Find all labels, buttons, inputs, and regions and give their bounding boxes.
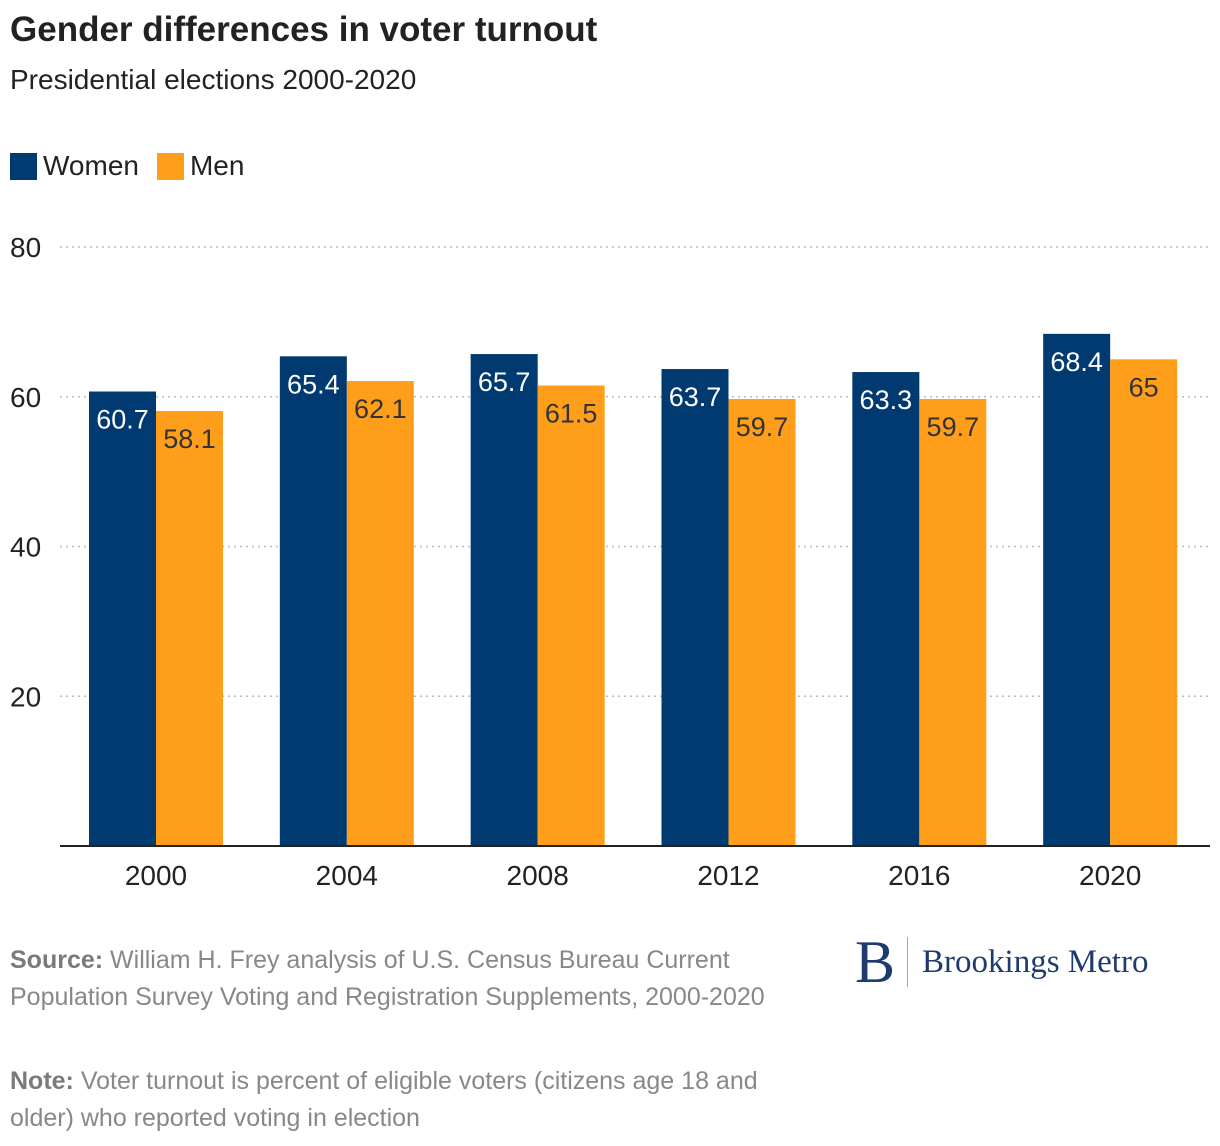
legend-item-men: Men bbox=[156, 150, 245, 182]
source-label: Source: bbox=[10, 946, 104, 974]
data-label-women-2008: 65.7 bbox=[478, 367, 531, 397]
bar-men-2008 bbox=[537, 385, 605, 846]
x-tick-label-2020: 2020 bbox=[1079, 860, 1141, 891]
logo-mark: B bbox=[855, 929, 896, 995]
bar-men-2016 bbox=[919, 398, 987, 846]
x-tick-label-2004: 2004 bbox=[316, 860, 378, 891]
source-note: Source: William H. Frey analysis of U.S.… bbox=[10, 942, 810, 1016]
y-tick-label: 20 bbox=[10, 681, 41, 712]
legend-item-women: Women bbox=[10, 150, 139, 182]
data-label-men-2012: 59.7 bbox=[736, 412, 789, 442]
bar-women-2008 bbox=[470, 354, 538, 846]
bar-men-2004 bbox=[346, 381, 414, 846]
bar-women-2016 bbox=[852, 372, 920, 846]
chart-title: Gender differences in voter turnout bbox=[10, 10, 598, 49]
y-tick-label: 40 bbox=[10, 532, 41, 563]
data-label-women-2020: 68.4 bbox=[1050, 347, 1103, 377]
data-label-men-2000: 58.1 bbox=[163, 424, 216, 454]
legend-label-men: Men bbox=[189, 150, 245, 181]
bar-women-2012 bbox=[661, 369, 729, 846]
bar-men-2020 bbox=[1110, 359, 1178, 846]
x-tick-label-2008: 2008 bbox=[507, 860, 569, 891]
data-label-men-2004: 62.1 bbox=[354, 394, 407, 424]
bar-women-2000 bbox=[89, 391, 156, 846]
logo-text: Brookings Metro bbox=[922, 943, 1149, 980]
brookings-metro-logo: B Brookings Metro bbox=[855, 932, 1148, 992]
data-label-women-2012: 63.7 bbox=[669, 382, 722, 412]
x-tick-label-2016: 2016 bbox=[888, 860, 950, 891]
legend: Women Men bbox=[10, 150, 262, 182]
data-label-women-2000: 60.7 bbox=[96, 405, 149, 435]
note-label: Note: bbox=[10, 1067, 74, 1095]
logo-divider bbox=[907, 937, 909, 987]
bar-men-2012 bbox=[728, 398, 796, 846]
data-labels: 60.7 58.1 65.4 62.1 65.7 61.5 63.7 59.7 63.3 59.7… bbox=[96, 347, 1158, 454]
bar-women-2004 bbox=[279, 356, 347, 846]
data-label-women-2004: 65.4 bbox=[287, 369, 340, 399]
data-label-men-2020: 65 bbox=[1129, 372, 1159, 402]
bar-chart: 60.7 58.1 65.4 62.1 65.7 61.5 63.7 59.7 63.3 59.7… bbox=[10, 232, 1210, 891]
axes: 20 40 60 80 2000 2004 2008 2012 2016 2020 bbox=[10, 232, 1210, 891]
x-tick-label-2012: 2012 bbox=[697, 860, 759, 891]
note-text: Voter turnout is percent of eligible vot… bbox=[10, 1067, 758, 1132]
data-label-women-2016: 63.3 bbox=[860, 385, 913, 415]
data-label-men-2008: 61.5 bbox=[545, 399, 598, 429]
legend-label-women: Women bbox=[43, 150, 139, 181]
note: Note: Voter turnout is percent of eligib… bbox=[10, 1063, 810, 1137]
bar-women-2020 bbox=[1043, 333, 1111, 847]
legend-swatch-women bbox=[10, 152, 37, 180]
y-tick-label: 60 bbox=[10, 382, 41, 413]
y-tick-label: 80 bbox=[10, 232, 41, 263]
bar-men-2000 bbox=[156, 410, 223, 846]
data-label-men-2016: 59.7 bbox=[927, 412, 980, 442]
legend-swatch-men bbox=[156, 152, 184, 180]
x-tick-label-2000: 2000 bbox=[125, 860, 187, 891]
source-text: William H. Frey analysis of U.S. Census … bbox=[10, 946, 765, 1011]
chart-subtitle: Presidential elections 2000-2020 bbox=[10, 64, 417, 95]
bars bbox=[89, 333, 1178, 847]
gridlines bbox=[60, 246, 1210, 697]
